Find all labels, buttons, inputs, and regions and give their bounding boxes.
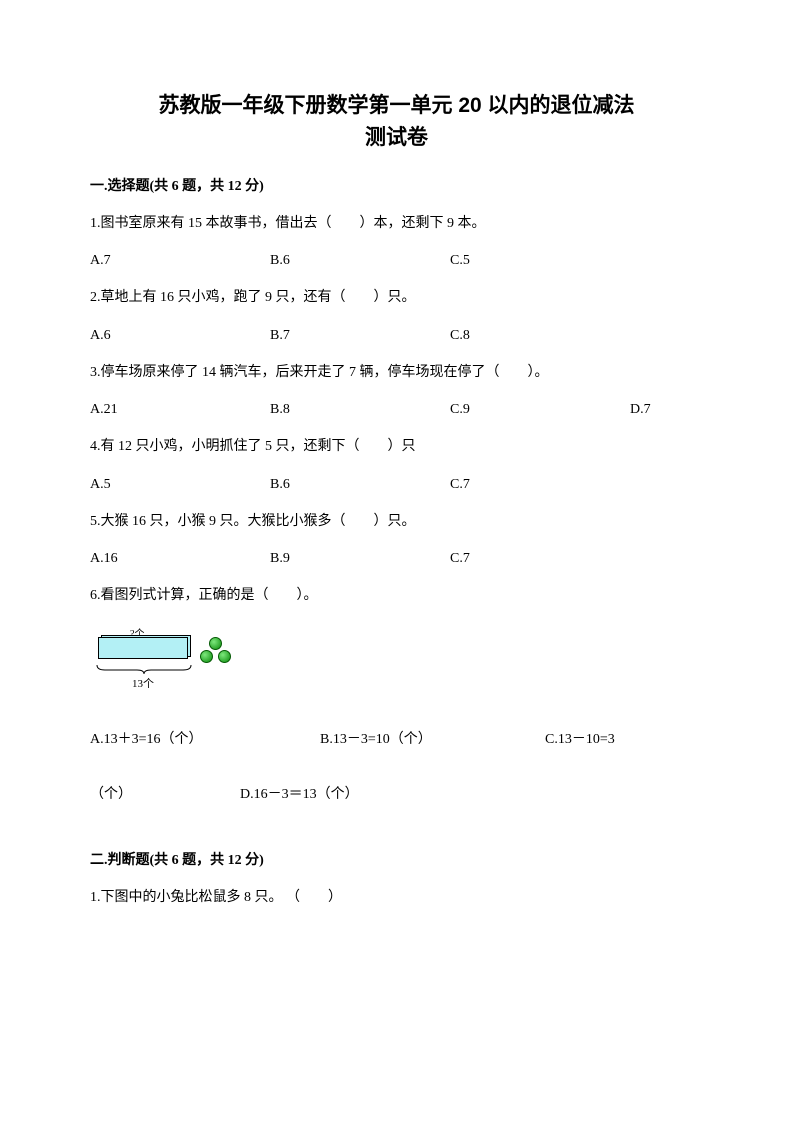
q5-option-a: A.16	[90, 551, 270, 567]
q5-option-b: B.9	[270, 551, 450, 567]
section2-q1: 1.下图中的小兔比松鼠多 8 只。 （ ）	[90, 887, 703, 909]
q6-option-c: C.13－10=3	[545, 720, 703, 759]
question-6-options: A.13＋3=16（个） B.13－3=10（个） C.13－10=3 （个） …	[90, 720, 703, 813]
q3-option-a: A.21	[90, 402, 270, 418]
q5-option-c: C.7	[450, 551, 630, 567]
question-4-options: A.5 B.6 C.7	[90, 477, 703, 493]
q4-option-c: C.7	[450, 477, 630, 493]
q1-option-b: B.6	[270, 253, 450, 269]
brace-icon	[95, 662, 193, 674]
q6-options-row1: A.13＋3=16（个） B.13－3=10（个） C.13－10=3	[90, 720, 703, 759]
section2-header: 二.判断题(共 6 题，共 12 分)	[90, 849, 703, 869]
question-5: 5.大猴 16 只，小猴 9 只。大猴比小猴多（ ）只。	[90, 511, 703, 533]
q2-option-a: A.6	[90, 328, 270, 344]
section2: 二.判断题(共 6 题，共 12 分) 1.下图中的小兔比松鼠多 8 只。 （ …	[90, 849, 703, 909]
question-1-options: A.7 B.6 C.5	[90, 253, 703, 269]
question-4: 4.有 12 只小鸡，小明抓住了 5 只，还剩下（ ）只	[90, 436, 703, 458]
diagram-box-front	[98, 637, 188, 659]
circle-icon	[209, 637, 222, 650]
q6-option-a: A.13＋3=16（个）	[90, 720, 320, 759]
q2-option-c: C.8	[450, 328, 630, 344]
q4-option-b: B.6	[270, 477, 450, 493]
q3-option-b: B.8	[270, 402, 450, 418]
title-line2: 测试卷	[90, 122, 703, 154]
q6-option-c-cont: （个）	[90, 775, 240, 814]
question-3-options: A.21 B.8 C.9 D.7	[90, 402, 703, 418]
question-6: 6.看图列式计算，正确的是（ ）。	[90, 585, 703, 607]
page-title: 苏教版一年级下册数学第一单元 20 以内的退位减法 测试卷	[90, 90, 703, 153]
circle-icon	[200, 650, 213, 663]
q6-options-row2: （个） D.16－3＝13（个）	[90, 775, 703, 814]
q1-option-a: A.7	[90, 253, 270, 269]
q6-option-b: B.13－3=10（个）	[320, 720, 545, 759]
question-1: 1.图书室原来有 15 本故事书，借出去（ ）本，还剩下 9 本。	[90, 213, 703, 235]
question-3: 3.停车场原来停了 14 辆汽车，后来开走了 7 辆，停车场现在停了（ ）。	[90, 362, 703, 384]
question-2-options: A.6 B.7 C.8	[90, 328, 703, 344]
section1-header: 一.选择题(共 6 题，共 12 分)	[90, 175, 703, 195]
diagram-bottom-label: 13个	[132, 675, 154, 691]
q3-option-c: C.9	[450, 402, 630, 418]
title-line1: 苏教版一年级下册数学第一单元 20 以内的退位减法	[90, 90, 703, 122]
q6-option-d: D.16－3＝13（个）	[240, 775, 703, 814]
q3-option-d: D.7	[630, 402, 703, 418]
q2-option-b: B.7	[270, 328, 450, 344]
q6-diagram: ?个 13个	[90, 625, 260, 700]
q1-option-c: C.5	[450, 253, 630, 269]
question-5-options: A.16 B.9 C.7	[90, 551, 703, 567]
circle-icon	[218, 650, 231, 663]
question-2: 2.草地上有 16 只小鸡，跑了 9 只，还有（ ）只。	[90, 287, 703, 309]
q4-option-a: A.5	[90, 477, 270, 493]
